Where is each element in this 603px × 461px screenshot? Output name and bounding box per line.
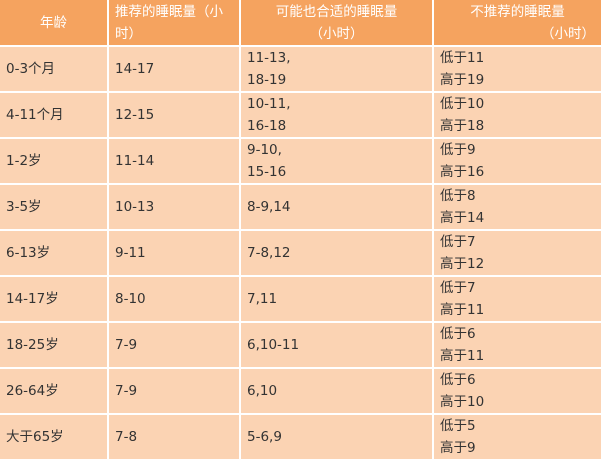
body-cell: 低于10 高于18 [434,93,603,139]
cell-text: 7-9 [115,383,138,399]
body-cell: 8-10 [109,277,241,323]
body-cell: 大于65岁 [0,415,109,461]
body-cell: 3-5岁 [0,185,109,231]
header-cell: 可能也合适的睡眠量 （小时） [241,0,434,47]
cell-text: 高于14 [440,210,485,226]
body-cell: 低于9 高于16 [434,139,603,185]
body-cell: 8-9,14 [241,185,434,231]
cell-text: 低于6 [440,372,476,388]
cell-text: 0-3个月 [6,61,56,77]
cell-text: 高于11 [440,302,485,318]
cell-text: 18-19 [247,72,287,88]
body-cell: 10-13 [109,185,241,231]
cell-text: 26-64岁 [6,383,59,399]
body-cell: 4-11个月 [0,93,109,139]
cell-text: 9-10, [247,142,282,158]
cell-text: 7-8,12 [247,245,291,261]
cell-text: 1-2岁 [6,153,42,169]
cell-text: 大于65岁 [6,429,64,445]
cell-text: 7-8 [115,429,138,445]
body-cell: 18-25岁 [0,323,109,369]
cell-text: 10-11, [247,96,291,112]
cell-text: 10-13 [115,199,155,215]
cell-text: 不推荐的睡眠量 [470,3,565,20]
cell-text: 7-9 [115,337,138,353]
cell-text: 11-13, [247,50,291,66]
cell-text: 14-17岁 [6,291,59,307]
cell-text: （小时） [541,25,595,42]
header-cell: 推荐的睡眠量（小 时） [109,0,241,47]
cell-text: 6,10 [247,383,278,399]
cell-text: 14-17 [115,61,155,77]
body-cell: 低于11 高于19 [434,47,603,93]
cell-text: 年龄 [40,14,67,31]
cell-text: 高于16 [440,164,485,180]
cell-text: 高于9 [440,440,476,456]
cell-text: 低于6 [440,326,476,342]
cell-text: 推荐的睡眠量（小 [115,3,223,20]
cell-text: 高于11 [440,348,485,364]
cell-text: 4-11个月 [6,107,64,123]
cell-text: 6,10-11 [247,337,300,353]
cell-text: 6-13岁 [6,245,51,261]
cell-text: 3-5岁 [6,199,42,215]
cell-text: 可能也合适的睡眠量 [275,3,398,20]
body-cell: 26-64岁 [0,369,109,415]
body-cell: 5-6,9 [241,415,434,461]
cell-text: 高于18 [440,118,485,134]
cell-text: 时） [115,25,142,42]
cell-text: 高于19 [440,72,485,88]
body-cell: 低于6 高于11 [434,323,603,369]
body-cell: 7-9 [109,323,241,369]
header-cell: 不推荐的睡眠量 （小时） [434,0,603,47]
body-cell: 11-13, 18-19 [241,47,434,93]
body-cell: 6,10 [241,369,434,415]
cell-text: 低于7 [440,280,476,296]
body-cell: 7-8,12 [241,231,434,277]
body-cell: 7-8 [109,415,241,461]
body-cell: 6,10-11 [241,323,434,369]
body-cell: 低于7 高于11 [434,277,603,323]
body-cell: 低于8 高于14 [434,185,603,231]
cell-text: 11-14 [115,153,155,169]
body-cell: 低于7 高于12 [434,231,603,277]
cell-text: 低于9 [440,142,476,158]
cell-text: 16-18 [247,118,287,134]
cell-text: 低于11 [440,50,485,66]
cell-text: 15-16 [247,164,287,180]
body-cell: 11-14 [109,139,241,185]
body-cell: 7-9 [109,369,241,415]
body-cell: 9-10, 15-16 [241,139,434,185]
cell-text: 7,11 [247,291,278,307]
body-cell: 12-15 [109,93,241,139]
body-cell: 10-11, 16-18 [241,93,434,139]
cell-text: （小时） [309,25,364,42]
cell-text: 8-10 [115,291,146,307]
cell-text: 低于7 [440,234,476,250]
cell-text: 18-25岁 [6,337,59,353]
body-cell: 9-11 [109,231,241,277]
cell-text: 低于10 [440,96,485,112]
body-cell: 7,11 [241,277,434,323]
body-cell: 1-2岁 [0,139,109,185]
body-cell: 6-13岁 [0,231,109,277]
body-cell: 14-17岁 [0,277,109,323]
cell-text: 高于12 [440,256,485,272]
cell-text: 5-6,9 [247,429,282,445]
body-cell: 低于6 高于10 [434,369,603,415]
cell-text: 12-15 [115,107,155,123]
body-cell: 低于5 高于9 [434,415,603,461]
body-cell: 0-3个月 [0,47,109,93]
cell-text: 低于8 [440,188,476,204]
cell-text: 高于10 [440,394,485,410]
cell-text: 低于5 [440,418,476,434]
cell-text: 9-11 [115,245,146,261]
cell-text: 8-9,14 [247,199,291,215]
body-cell: 14-17 [109,47,241,93]
header-cell: 年龄 [0,0,109,47]
